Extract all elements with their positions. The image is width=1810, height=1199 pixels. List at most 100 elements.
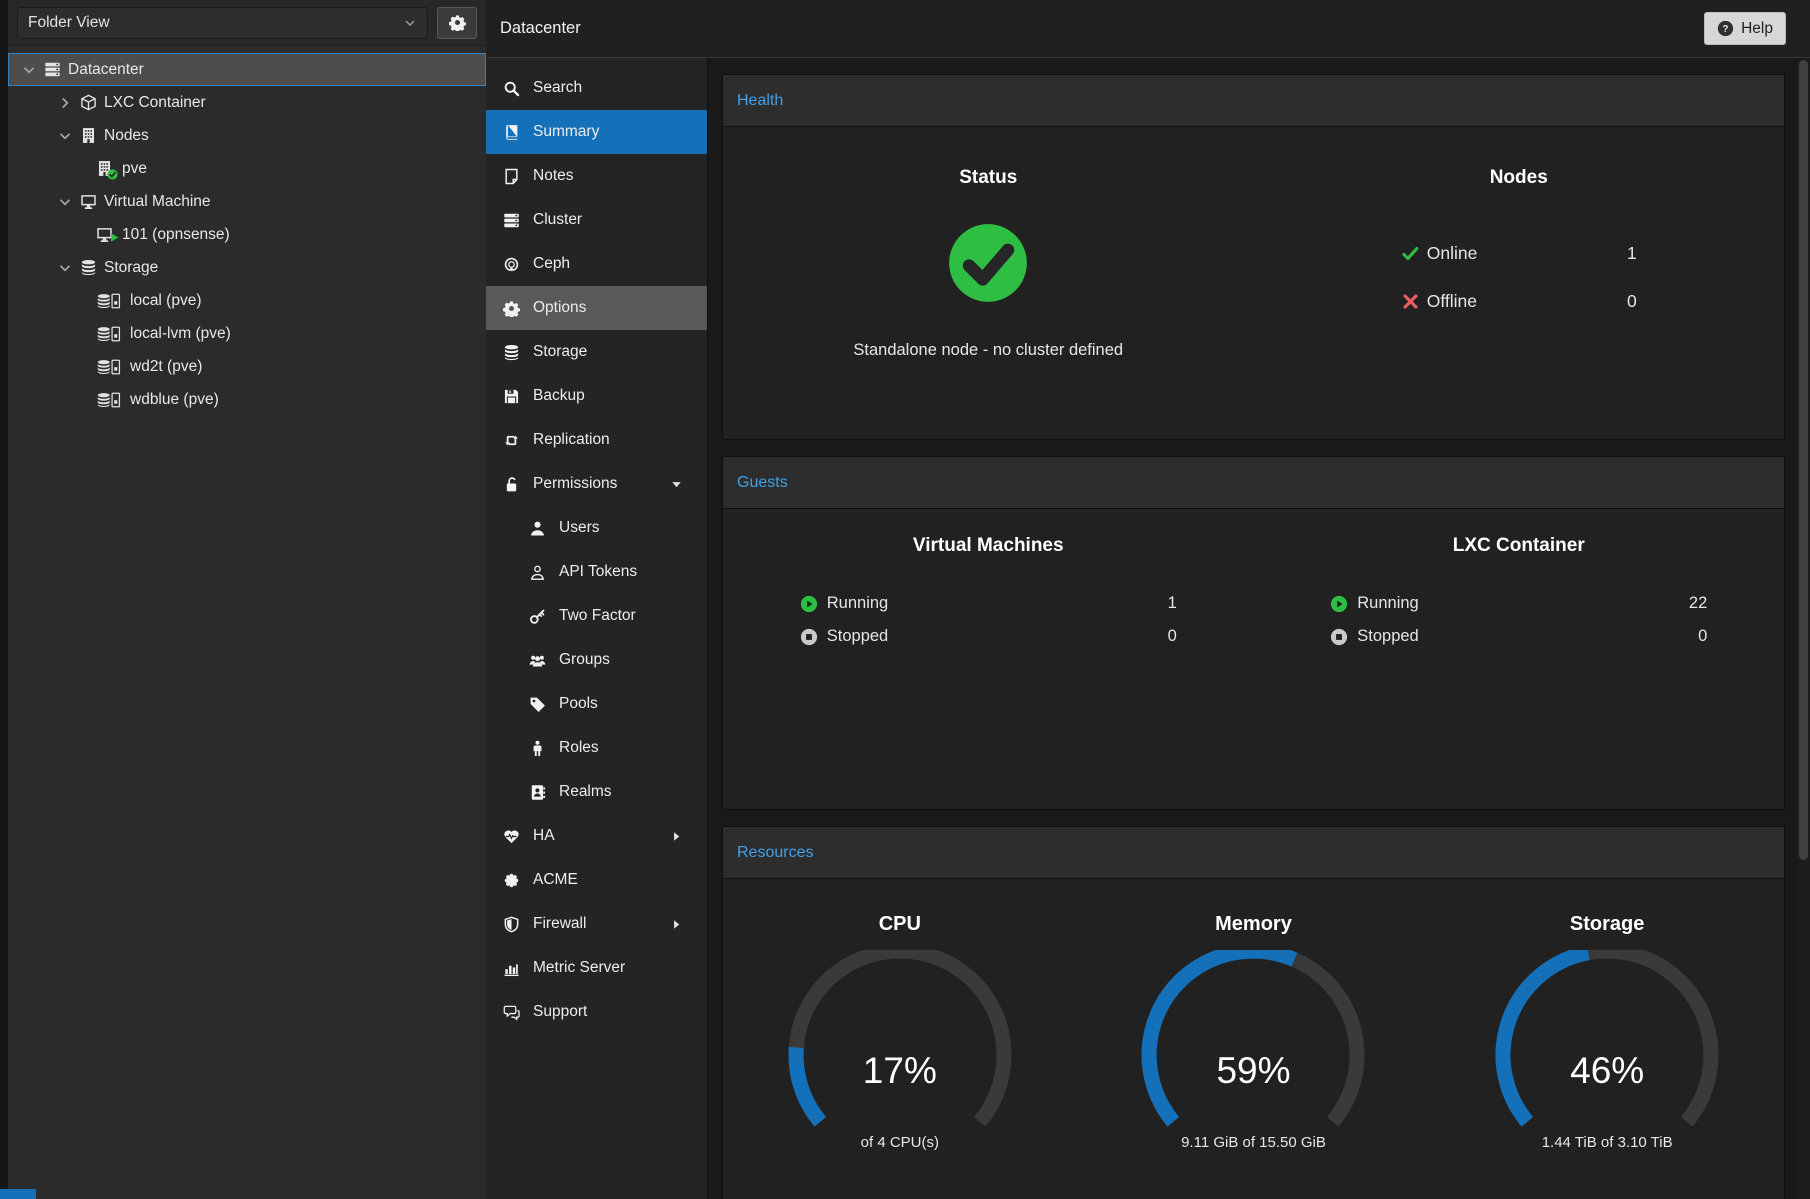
tree-item-label: local (pve) [130,291,202,309]
tree-item-storage-local-lvm[interactable]: local-lvm (pve) [8,317,486,350]
menu-item-notes[interactable]: Notes [486,154,707,198]
menu-item-label: API Tokens [559,563,638,580]
menu-item-users[interactable]: Users [486,506,707,550]
storage-percent: 46% [1570,1050,1645,1091]
tree-item-nodes[interactable]: Nodes [8,119,486,152]
status-message: Standalone node - no cluster defined [853,341,1124,359]
tree-item-label: Storage [104,258,159,276]
tree-item-label: pve [122,159,147,177]
menu-item-label: Roles [559,739,599,756]
tree-settings-button[interactable] [437,6,477,39]
menu-item-two-factor[interactable]: Two Factor [486,594,707,638]
chevron-down-icon[interactable] [57,194,73,210]
storage-icon [96,326,123,342]
storage-gauge: 46% 1.44 TiB of 3.10 TiB [1472,950,1742,1162]
chevron-down-icon [403,16,417,30]
menu-item-realms[interactable]: Realms [486,770,707,814]
storage-icon [96,359,123,375]
menu-item-api-tokens[interactable]: API Tokens [486,550,707,594]
menu-item-permissions[interactable]: Permissions [486,462,707,506]
vm-stopped-label: Stopped [826,627,889,645]
menu-item-cluster[interactable]: Cluster [486,198,707,242]
tree-item-storage-wd2t[interactable]: wd2t (pve) [8,350,486,383]
menu-item-acme[interactable]: ACME [486,858,707,902]
desktop-icon [80,193,97,210]
user-icon [529,520,546,537]
menu-item-pools[interactable]: Pools [486,682,707,726]
menu-item-firewall[interactable]: Firewall [486,902,707,946]
menu-item-label: Users [559,519,600,536]
health-panel-title: Health [723,75,1784,127]
chevron-down-icon[interactable] [57,260,73,276]
nodes-offline-row: Offline 0 [1401,277,1637,325]
tree-item-datacenter[interactable]: Datacenter [8,53,486,86]
tree-item-storage-local[interactable]: local (pve) [8,284,486,317]
menu-item-label: Support [533,1003,588,1020]
menu-item-label: Notes [533,167,574,184]
stop-circle-icon [800,628,818,646]
datacenter-icon [44,61,61,78]
view-mode-select[interactable]: Folder View [17,6,428,39]
tree-item-virtual-machine[interactable]: Virtual Machine [8,185,486,218]
menu-item-label: Permissions [533,475,618,492]
vertical-scrollbar[interactable] [1797,59,1810,1199]
vm-running-label: Running [826,594,889,612]
floppy-icon [503,388,520,405]
menu-item-storage[interactable]: Storage [486,330,707,374]
tree-item-label: 101 (opnsense) [122,225,230,243]
cube-icon [80,94,97,111]
address-book-icon [529,784,546,801]
tree-item-label: LXC Container [104,93,206,111]
resources-panel-title: Resources [723,827,1784,879]
storage-gauge-card: Storage 46% 1.44 TiB of 3.10 TiB [1430,879,1784,1199]
nodes-heading: Nodes [1489,167,1548,188]
users-icon [529,652,546,669]
nodes-online-value: 1 [1627,242,1637,263]
memory-percent: 59% [1216,1050,1291,1091]
scrollbar-thumb[interactable] [1799,60,1808,860]
menu-item-roles[interactable]: Roles [486,726,707,770]
cpu-caption: of 4 CPU(s) [860,1134,939,1151]
stop-circle-icon [1330,628,1348,646]
menu-item-replication[interactable]: Replication [486,418,707,462]
menu-item-groups[interactable]: Groups [486,638,707,682]
chevron-right-icon[interactable] [57,95,73,111]
menu-item-label: Realms [559,783,612,800]
menu-item-support[interactable]: Support [486,990,707,1034]
question-circle-icon [1717,20,1734,37]
menu-item-summary[interactable]: Summary [486,110,707,154]
help-button-label: Help [1741,19,1773,37]
menu-item-label: Summary [533,123,600,140]
building-icon [80,127,97,144]
resources-panel: Resources CPU 17% of 4 CPU(s) [722,826,1785,1199]
section-menu: Search Summary Notes Cluster Ceph Option… [486,58,707,1199]
tree-item-pve[interactable]: pve [8,152,486,185]
help-button[interactable]: Help [1704,12,1786,45]
nodes-offline-value: 0 [1627,290,1637,311]
caret-right-icon [670,918,683,931]
view-mode-value: Folder View [28,13,110,31]
tree-item-label: Nodes [104,126,149,144]
tree-item-storage[interactable]: Storage [8,251,486,284]
drive-icon [108,359,124,375]
comments-icon [503,1004,520,1021]
chevron-down-icon[interactable] [21,62,37,78]
menu-item-ha[interactable]: HA [486,814,707,858]
tree-item-lxc-container[interactable]: LXC Container [8,86,486,119]
menu-item-metric-server[interactable]: Metric Server [486,946,707,990]
menu-item-options[interactable]: Options [486,286,707,330]
menu-item-label: Firewall [533,915,587,932]
tree-item-vm-101[interactable]: 101 (opnsense) [8,218,486,251]
menu-item-backup[interactable]: Backup [486,374,707,418]
tree-item-label: Virtual Machine [104,192,211,210]
key-icon [529,608,546,625]
tree-item-storage-wdblue[interactable]: wdblue (pve) [8,383,486,416]
menu-item-ceph[interactable]: Ceph [486,242,707,286]
check-circle-icon [107,169,118,180]
acme-icon [503,872,520,889]
chevron-down-icon[interactable] [57,128,73,144]
menu-item-label: Ceph [533,255,571,272]
vm-heading: Virtual Machines [912,535,1064,556]
menu-item-search[interactable]: Search [486,66,707,110]
memory-heading: Memory [1215,913,1292,935]
